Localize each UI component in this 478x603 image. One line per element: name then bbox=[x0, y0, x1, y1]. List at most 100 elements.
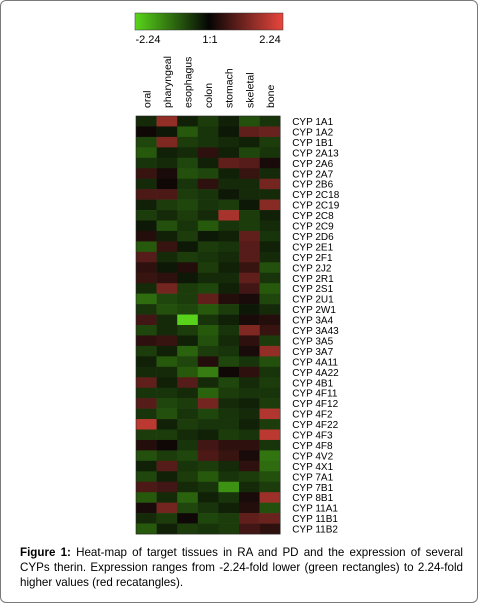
heatmap-cell bbox=[156, 502, 178, 514]
heatmap-cell bbox=[259, 262, 281, 274]
column-label: skeletal bbox=[244, 72, 256, 108]
heatmap-cell bbox=[218, 429, 240, 441]
heatmap-cell bbox=[218, 126, 240, 138]
heatmap-cell bbox=[218, 513, 240, 524]
heatmap-cell bbox=[136, 419, 157, 430]
heatmap-cell bbox=[177, 481, 199, 493]
heatmap-cell bbox=[239, 325, 260, 336]
heatmap-cell bbox=[156, 335, 178, 347]
heatmap-cell bbox=[136, 178, 157, 190]
heatmap-cell bbox=[156, 283, 178, 294]
heatmap-cell bbox=[259, 251, 281, 263]
heatmap-cell bbox=[239, 398, 260, 409]
heatmap-cell bbox=[218, 439, 240, 451]
heatmap-cell bbox=[177, 220, 199, 232]
heatmap-cell bbox=[259, 429, 281, 441]
heatmap-cell bbox=[218, 304, 240, 315]
heatmap-cell bbox=[136, 513, 157, 524]
heatmap-cell bbox=[218, 157, 240, 169]
row-label: CYP 2C19 bbox=[292, 201, 340, 212]
heatmap-cell bbox=[197, 178, 219, 190]
heatmap-cell bbox=[259, 460, 281, 472]
column-label: colon bbox=[203, 83, 215, 108]
heatmap-cell bbox=[197, 492, 219, 503]
heatmap-cell bbox=[197, 241, 219, 253]
heatmap-cell bbox=[259, 377, 281, 388]
heatmap-cell bbox=[136, 429, 157, 441]
heatmap-cell bbox=[239, 450, 260, 462]
heatmap-cell bbox=[259, 178, 281, 190]
heatmap-cell bbox=[218, 356, 240, 368]
colorbar bbox=[134, 12, 284, 31]
row-label: CYP 11B1 bbox=[292, 514, 338, 525]
heatmap-cell bbox=[136, 377, 157, 388]
heatmap-cell bbox=[239, 335, 260, 347]
heatmap-cell bbox=[259, 283, 281, 294]
heatmap-cell bbox=[239, 314, 260, 326]
row-label: CYP 2J2 bbox=[292, 263, 332, 274]
row-label: CYP 1B1 bbox=[292, 138, 333, 149]
heatmap-cell bbox=[177, 147, 199, 159]
row-label: CYP 1A2 bbox=[292, 127, 333, 138]
heatmap-cell bbox=[197, 147, 219, 159]
heatmap-cell bbox=[259, 293, 281, 305]
heatmap-cell bbox=[239, 230, 260, 242]
heatmap-cell bbox=[239, 408, 260, 420]
heatmap-cell bbox=[218, 116, 240, 127]
column-label: esophagus bbox=[183, 57, 195, 108]
heatmap-cell bbox=[136, 439, 157, 451]
heatmap-cell bbox=[156, 398, 178, 409]
heatmap-cells bbox=[135, 115, 281, 535]
heatmap-cell bbox=[218, 408, 240, 420]
row-label: CYP 2D6 bbox=[292, 232, 334, 243]
heatmap-cell bbox=[177, 460, 199, 472]
row-label: CYP 4F11 bbox=[292, 389, 338, 400]
heatmap-cell bbox=[136, 136, 157, 148]
heatmap-cell bbox=[156, 210, 178, 221]
heatmap-cell bbox=[177, 210, 199, 221]
row-label: CYP 3A5 bbox=[292, 336, 333, 347]
heatmap-cell bbox=[239, 502, 260, 514]
heatmap-cell bbox=[156, 116, 178, 127]
heatmap-cell bbox=[259, 147, 281, 159]
heatmap-cell bbox=[239, 513, 260, 524]
heatmap-cell bbox=[218, 492, 240, 503]
heatmap-cell bbox=[156, 419, 178, 430]
heatmap-cell bbox=[156, 314, 178, 326]
heatmap-cell bbox=[218, 262, 240, 274]
heatmap-cell bbox=[156, 189, 178, 200]
heatmap-cell bbox=[136, 356, 157, 368]
heatmap-cell bbox=[259, 502, 281, 514]
heatmap-cell bbox=[239, 220, 260, 232]
row-label: CYP 2S1 bbox=[292, 284, 333, 295]
heatmap-cell bbox=[218, 210, 240, 221]
row-label: CYP 4X1 bbox=[292, 462, 333, 473]
heatmap-cell bbox=[177, 293, 199, 305]
heatmap-cell bbox=[218, 230, 240, 242]
heatmap-cell bbox=[239, 199, 260, 211]
heatmap-cell bbox=[136, 199, 157, 211]
heatmap-cell bbox=[239, 126, 260, 138]
heatmap-cell bbox=[156, 136, 178, 148]
heatmap-cell bbox=[259, 168, 281, 179]
heatmap-cell bbox=[239, 116, 260, 127]
column-label: pharyngeal bbox=[162, 56, 174, 108]
heatmap-cell bbox=[177, 325, 199, 336]
heatmap-cell bbox=[239, 293, 260, 305]
row-label: CYP 2C9 bbox=[292, 222, 334, 233]
row-label: CYP 4F8 bbox=[292, 441, 333, 452]
row-label: CYP 3A43 bbox=[292, 326, 339, 337]
heatmap-border bbox=[135, 115, 281, 535]
heatmap-cell bbox=[259, 304, 281, 315]
heatmap-cell bbox=[156, 481, 178, 493]
heatmap-cell bbox=[239, 210, 260, 221]
heatmap-cell bbox=[136, 251, 157, 263]
heatmap-cell bbox=[136, 272, 157, 284]
column-label: stomach bbox=[224, 68, 236, 108]
heatmap-cell bbox=[197, 251, 219, 263]
heatmap-cell bbox=[156, 199, 178, 211]
heatmap-cell bbox=[156, 262, 178, 274]
heatmap-cell bbox=[259, 210, 281, 221]
heatmap-cell bbox=[239, 356, 260, 368]
